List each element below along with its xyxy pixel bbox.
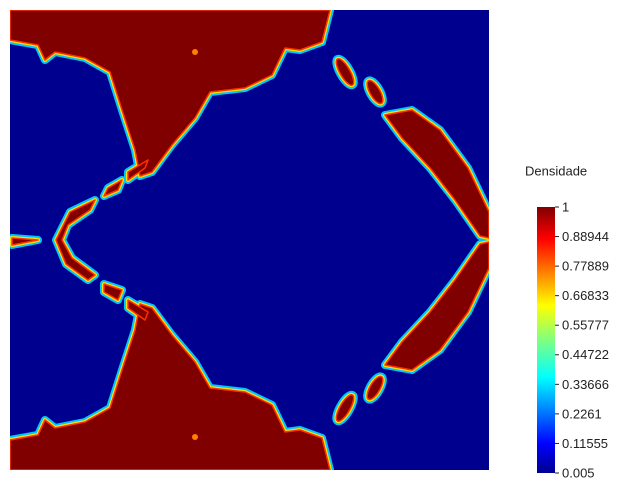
colorbar-tick-label: 0.33666 bbox=[562, 377, 609, 392]
colorbar-tick-label: 0.77889 bbox=[562, 259, 609, 274]
colorbar-tick-label: 0.2261 bbox=[562, 406, 602, 421]
colorbar bbox=[537, 207, 555, 473]
colorbar-tick-label: 0.11555 bbox=[562, 436, 608, 451]
colorbar-title: Densidade bbox=[525, 163, 587, 178]
colorbar-tick-label: 0.55777 bbox=[562, 318, 609, 333]
colorbar-tick-label: 0.88944 bbox=[562, 229, 609, 244]
colorbar-tick-label: 0.66833 bbox=[562, 288, 609, 303]
density-field bbox=[10, 10, 489, 470]
colorbar-tick-label: 0.005 bbox=[562, 465, 595, 480]
colorbar-tick-label: 1 bbox=[562, 199, 569, 214]
colorbar-tick-label: 0.44722 bbox=[562, 347, 609, 362]
